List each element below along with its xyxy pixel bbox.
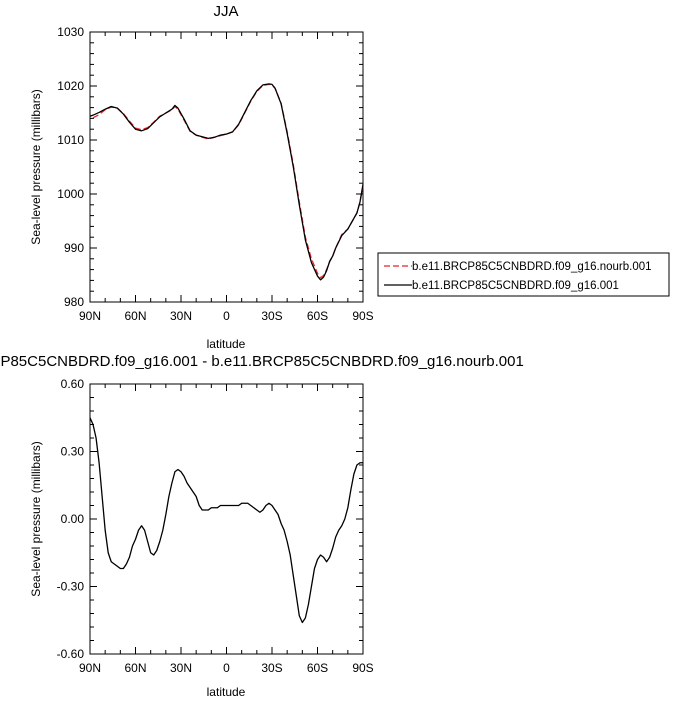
- bottom-ticks: 90N 60N 30N 0 30S 60S 90S -0.60 -0.30 0.00 0.30 0.6…: [57, 377, 374, 675]
- top-x-tick-label: 60S: [307, 309, 328, 323]
- top-panel: JJA 90N 60N 30N 0 30S 60S 90S 980 990 1000 1010 102…: [29, 3, 670, 351]
- top-ticks: 90N 60N 30N 0 30S 60S 90S 980 990 1000 1010 1020 103…: [57, 25, 373, 323]
- bottom-plot-frame: [89, 383, 364, 655]
- bottom-x-tick-label: 90N: [79, 661, 101, 675]
- bottom-series-line-0: [89, 417, 363, 624]
- top-plot-frame: [89, 31, 364, 303]
- top-y-tick-label: 1000: [57, 187, 84, 201]
- bottom-chart-title: b.e11.BRCP85C5CNBDRD.f09_g16.001 - b.e11…: [0, 353, 524, 370]
- legend: b.e11.BRCP85C5CNBDRD.f09_g16.nourb.001 b…: [377, 252, 670, 297]
- bottom-x-tick-label: 30S: [261, 661, 282, 675]
- bottom-y-tick-label: -0.30: [57, 580, 85, 594]
- top-y-tick-label: 990: [64, 241, 84, 255]
- bottom-panel: b.e11.BRCP85C5CNBDRD.f09_g16.001 - b.e11…: [0, 353, 524, 699]
- legend-label-nourb: b.e11.BRCP85C5CNBDRD.f09_g16.nourb.001: [412, 261, 652, 273]
- bottom-y-axis-label: Sea-level pressure (millibars): [29, 441, 43, 596]
- top-y-tick-label: 980: [64, 295, 84, 309]
- bottom-x-tick-label: 0: [223, 661, 230, 675]
- bottom-y-tick-label: 0.60: [61, 377, 85, 391]
- top-y-tick-label: 1020: [57, 79, 84, 93]
- top-x-axis-label: latitude: [207, 337, 246, 351]
- bottom-x-tick-label: 60N: [124, 661, 146, 675]
- top-x-tick-label: 0: [223, 309, 230, 323]
- top-y-axis-label: Sea-level pressure (millibars): [29, 89, 43, 244]
- top-x-tick-label: 60N: [124, 309, 146, 323]
- top-series-line-1: [89, 83, 364, 281]
- bottom-x-tick-label: 60S: [307, 661, 328, 675]
- top-series-line-0: [92, 83, 364, 279]
- legend-box: [377, 252, 670, 297]
- legend-label-control: b.e11.BRCP85C5CNBDRD.f09_g16.001: [412, 280, 619, 292]
- top-x-tick-label: 30N: [170, 309, 192, 323]
- top-chart-title: JJA: [213, 3, 238, 20]
- bottom-y-tick-label: -0.60: [57, 647, 85, 661]
- bottom-series-lines: [89, 417, 363, 624]
- top-x-tick-label: 30S: [261, 309, 282, 323]
- top-x-tick-label: 90N: [79, 309, 101, 323]
- bottom-y-tick-label: 0.30: [61, 445, 85, 459]
- bottom-x-tick-label: 90S: [352, 661, 373, 675]
- bottom-x-axis-label: latitude: [207, 685, 246, 699]
- top-y-tick-label: 1010: [57, 133, 84, 147]
- bottom-x-tick-label: 30N: [170, 661, 192, 675]
- top-x-tick-label: 90S: [352, 309, 373, 323]
- bottom-y-tick-label: 0.00: [61, 512, 85, 526]
- top-y-tick-label: 1030: [57, 25, 84, 39]
- top-series-lines: [89, 83, 364, 281]
